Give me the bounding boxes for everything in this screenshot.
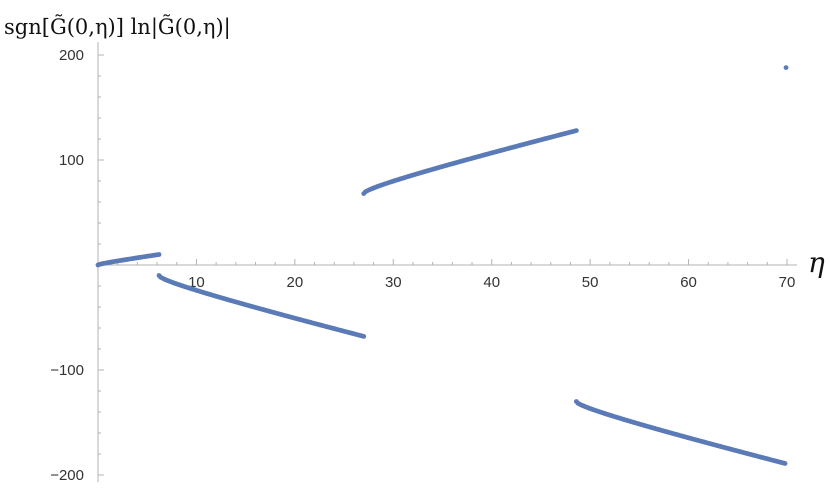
data-point	[782, 461, 788, 466]
y-tick-label: −200	[50, 467, 84, 484]
x-tick-label: 70	[779, 274, 796, 291]
x-tick-label: 30	[385, 274, 402, 291]
x-tick-label: 50	[582, 274, 599, 291]
x-axis-label: η	[808, 246, 825, 279]
x-tick-label: 20	[287, 274, 304, 291]
data-point	[361, 334, 367, 339]
y-axis-label: sgn[G̃(0,η)] ln|G̃(0,η)|	[4, 15, 231, 40]
axes	[97, 42, 797, 482]
data-points	[95, 65, 789, 466]
x-tick-label: 40	[483, 274, 500, 291]
data-point	[783, 65, 789, 70]
data-point	[156, 252, 162, 257]
y-tick-label: −100	[50, 362, 84, 379]
x-tick-label: 60	[680, 274, 697, 291]
major-ticks	[98, 54, 788, 476]
y-tick-label: 100	[59, 152, 84, 169]
minor-ticks	[98, 75, 768, 455]
y-tick-label: 200	[59, 47, 84, 64]
data-point	[573, 128, 579, 134]
